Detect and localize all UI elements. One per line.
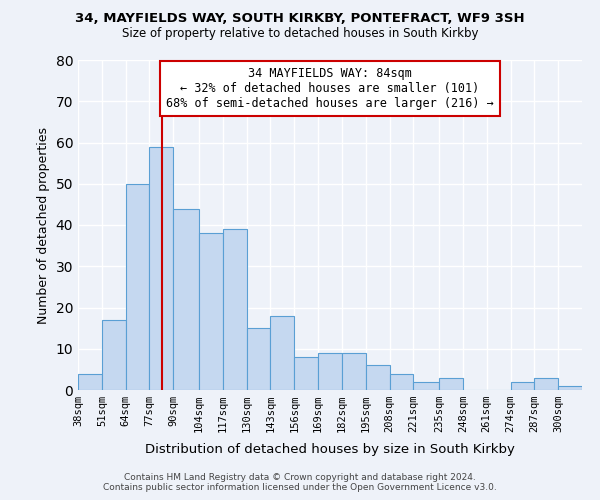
Text: Contains HM Land Registry data © Crown copyright and database right 2024.
Contai: Contains HM Land Registry data © Crown c…: [103, 473, 497, 492]
Bar: [199, 233, 223, 390]
Bar: [318, 353, 342, 390]
X-axis label: Distribution of detached houses by size in South Kirkby: Distribution of detached houses by size …: [145, 444, 515, 456]
Bar: [247, 328, 271, 390]
Bar: [366, 365, 389, 390]
Bar: [149, 146, 173, 390]
Bar: [102, 320, 125, 390]
Text: 34, MAYFIELDS WAY, SOUTH KIRKBY, PONTEFRACT, WF9 3SH: 34, MAYFIELDS WAY, SOUTH KIRKBY, PONTEFR…: [75, 12, 525, 26]
Bar: [78, 374, 102, 390]
Bar: [125, 184, 149, 390]
Bar: [439, 378, 463, 390]
Bar: [271, 316, 294, 390]
Bar: [511, 382, 535, 390]
Bar: [173, 208, 199, 390]
Text: 34 MAYFIELDS WAY: 84sqm
← 32% of detached houses are smaller (101)
68% of semi-d: 34 MAYFIELDS WAY: 84sqm ← 32% of detache…: [166, 66, 494, 110]
Bar: [342, 353, 366, 390]
Bar: [558, 386, 582, 390]
Bar: [535, 378, 558, 390]
Text: Size of property relative to detached houses in South Kirkby: Size of property relative to detached ho…: [122, 28, 478, 40]
Bar: [294, 357, 318, 390]
Y-axis label: Number of detached properties: Number of detached properties: [37, 126, 50, 324]
Bar: [413, 382, 439, 390]
Bar: [389, 374, 413, 390]
Bar: [223, 229, 247, 390]
